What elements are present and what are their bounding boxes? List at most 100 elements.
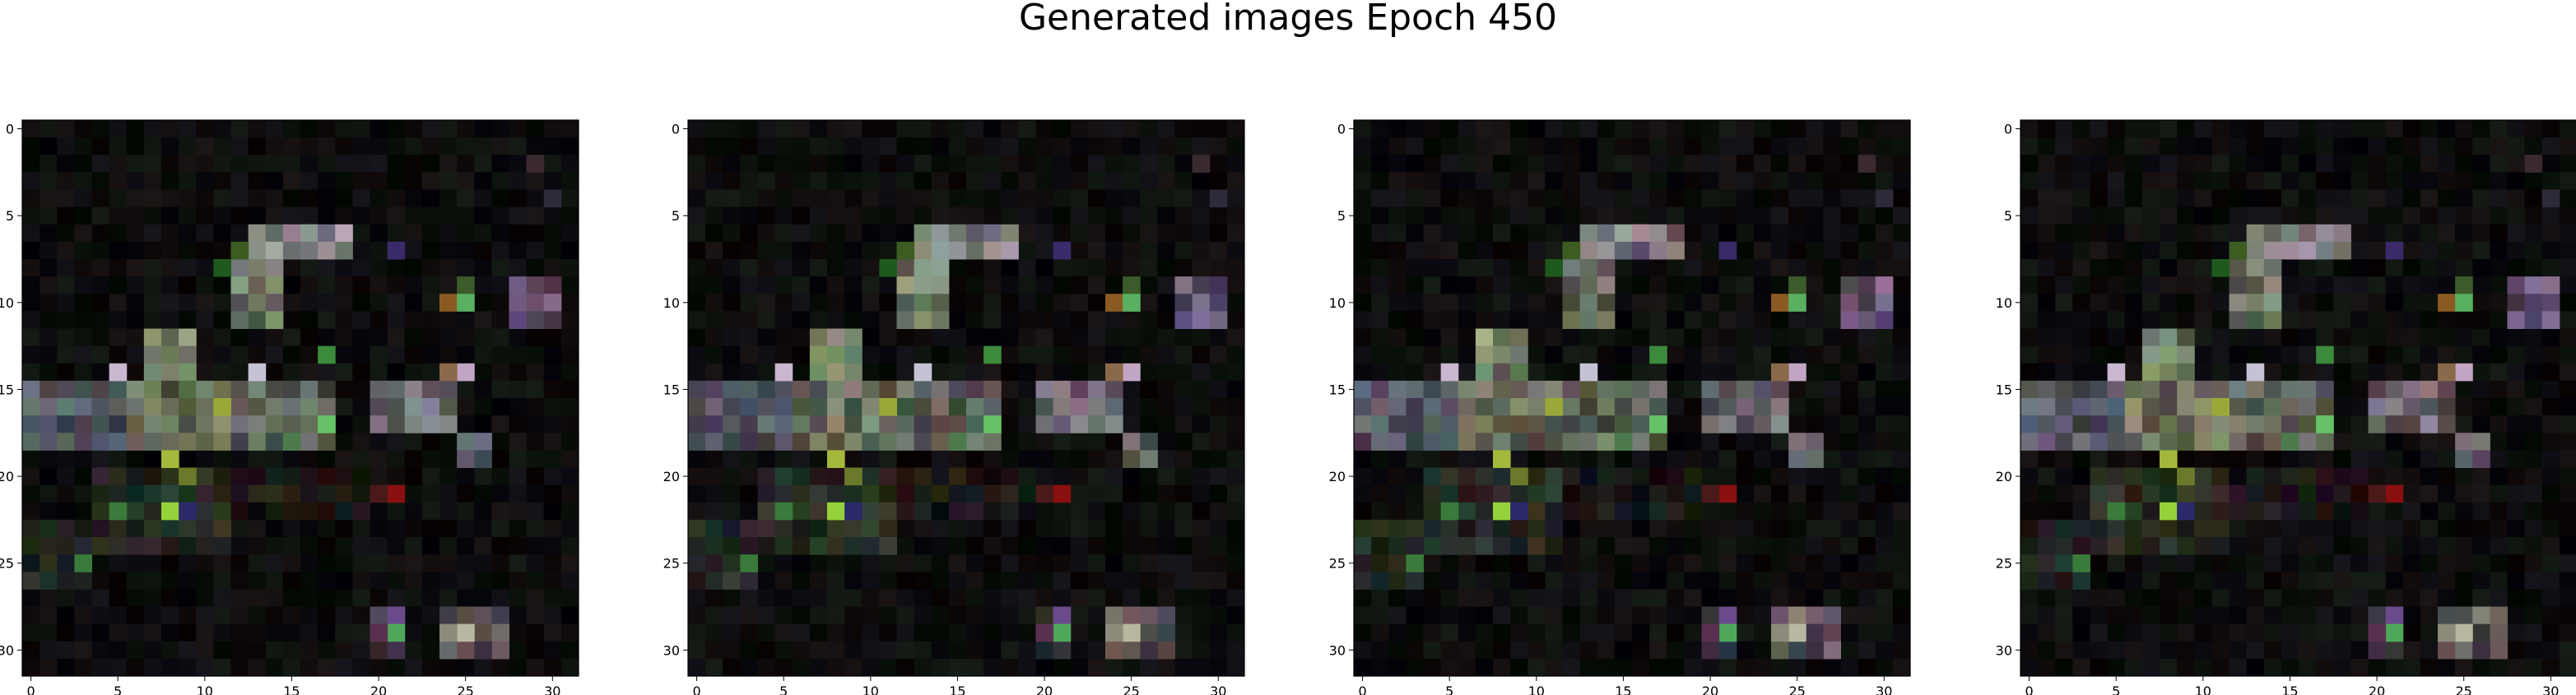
image-pixel	[282, 276, 301, 294]
image-pixel	[161, 224, 179, 243]
image-pixel	[2072, 484, 2090, 503]
image-pixel	[526, 467, 545, 486]
image-pixel	[2333, 276, 2351, 294]
image-pixel	[2229, 554, 2248, 572]
image-pixel	[40, 433, 58, 451]
image-pixel	[792, 294, 811, 312]
image-pixel	[2507, 206, 2526, 225]
image-pixel	[213, 137, 231, 155]
image-pixel	[2020, 120, 2039, 138]
image-pixel	[2333, 311, 2351, 329]
image-pixel	[757, 137, 776, 155]
image-pixel	[352, 137, 370, 155]
image-pixel	[474, 137, 492, 155]
image-pixel	[2211, 623, 2230, 642]
image-pixel	[300, 502, 319, 521]
image-pixel	[2229, 641, 2248, 660]
image-pixel	[2368, 189, 2387, 208]
image-pixel	[109, 155, 128, 173]
image-pixel	[126, 554, 145, 572]
image-pixel	[2368, 172, 2387, 190]
image-pixel	[2559, 311, 2576, 329]
image-pixel	[40, 502, 58, 521]
image-pixel	[1087, 206, 1106, 225]
image-pixel	[2333, 363, 2351, 382]
image-pixel	[318, 155, 336, 173]
image-pixel	[439, 450, 458, 468]
image-pixel	[91, 658, 110, 677]
image-pixel	[74, 572, 92, 590]
image-pixel	[2281, 241, 2299, 260]
image-pixel	[2211, 224, 2230, 243]
image-pixel	[40, 623, 58, 642]
image-pixel	[439, 519, 458, 538]
image-pixel	[91, 380, 110, 399]
image-pixel	[2263, 224, 2282, 243]
image-pixel	[196, 276, 214, 294]
image-pixel	[404, 415, 423, 433]
image-pixel	[2438, 658, 2456, 677]
image-pixel	[879, 137, 897, 155]
image-pixel	[439, 554, 458, 572]
image-pixel	[109, 467, 128, 486]
image-pixel	[2350, 311, 2369, 329]
image-pixel	[2211, 572, 2230, 590]
image-pixel	[774, 259, 793, 277]
image-pixel	[2124, 172, 2143, 190]
image-pixel	[1035, 137, 1054, 155]
image-pixel	[1192, 224, 1211, 243]
image-pixel	[91, 606, 110, 625]
image-pixel	[161, 259, 179, 277]
image-pixel	[526, 380, 545, 399]
image-pixel	[2038, 120, 2056, 138]
image-pixel	[2333, 398, 2351, 416]
image-pixel	[2541, 606, 2560, 625]
image-pixel	[526, 537, 545, 555]
image-pixel	[370, 206, 388, 225]
image-pixel	[109, 641, 128, 660]
image-pixel	[179, 172, 197, 190]
image-pixel	[248, 623, 267, 642]
image-pixel	[109, 363, 128, 382]
image-pixel	[844, 241, 863, 260]
image-pixel	[74, 467, 92, 486]
image-pixel	[792, 120, 811, 138]
image-pixel	[352, 120, 370, 138]
image-pixel	[300, 206, 319, 225]
image-pixel	[2402, 189, 2421, 208]
image-pixel	[491, 606, 509, 625]
image-pixel	[688, 241, 706, 260]
image-pixel	[74, 658, 92, 677]
image-pixel	[2281, 641, 2299, 660]
image-pixel	[387, 172, 406, 190]
image-pixel	[265, 294, 284, 312]
image-pixel	[1226, 137, 1245, 155]
image-pixel	[404, 433, 423, 451]
image-pixel	[387, 380, 406, 399]
image-pixel	[827, 206, 845, 225]
image-pixel	[723, 172, 741, 190]
image-pixel	[2420, 467, 2439, 486]
image-pixel	[2559, 641, 2576, 660]
image-pixel	[2490, 572, 2508, 590]
image-pixel	[248, 363, 267, 382]
image-pixel	[2090, 241, 2109, 260]
image-pixel	[179, 328, 197, 347]
image-pixel	[74, 415, 92, 433]
image-pixel	[282, 589, 301, 607]
image-pixel	[421, 380, 440, 399]
figure-title: Generated images Epoch 450	[1018, 0, 1558, 39]
image-pixel	[526, 606, 545, 625]
image-pixel	[179, 224, 197, 243]
image-pixel	[143, 572, 162, 590]
image-pixel	[792, 206, 811, 225]
image-pixel	[196, 380, 214, 399]
image-pixel	[2490, 172, 2508, 190]
image-pixel	[265, 241, 284, 260]
image-pixel	[914, 137, 932, 155]
image-pixel	[1070, 120, 1089, 138]
image-pixel	[404, 623, 423, 642]
image-pixels	[688, 120, 1245, 677]
image-pixel	[491, 155, 509, 173]
image-pixel	[2124, 137, 2143, 155]
